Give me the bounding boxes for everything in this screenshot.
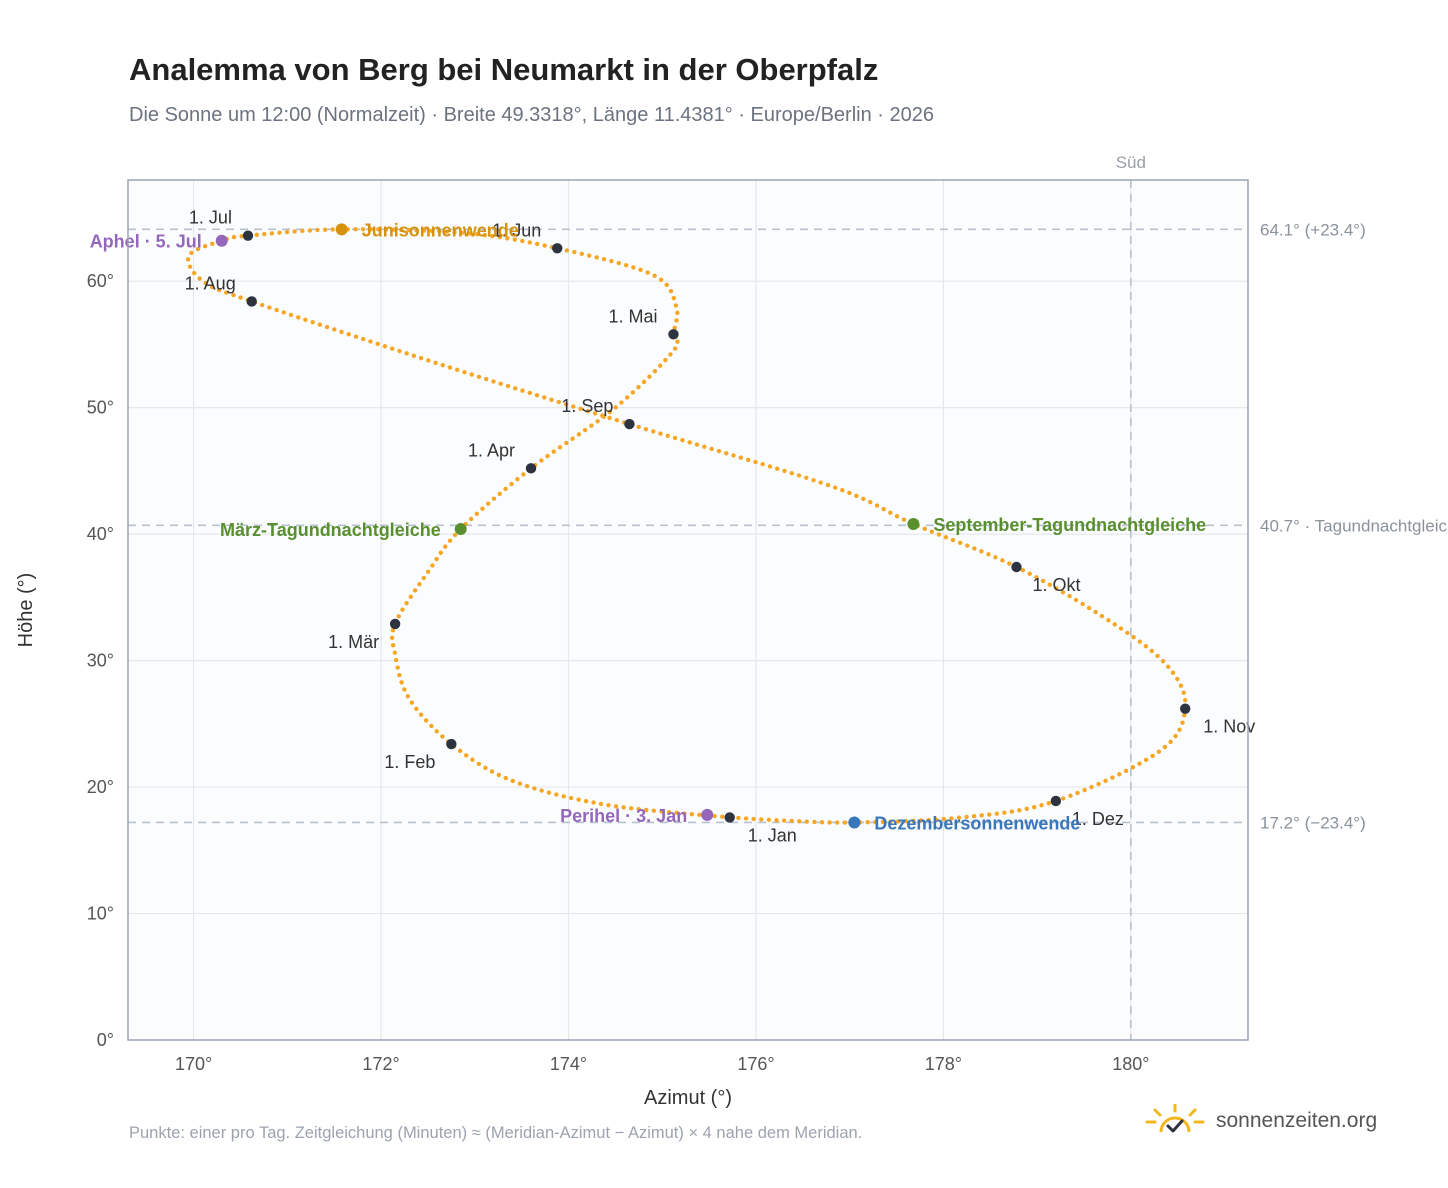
month-label: 1. Dez xyxy=(1072,809,1124,829)
event-marker xyxy=(335,223,348,236)
brand[interactable]: sonnenzeiten.org xyxy=(1144,1104,1377,1138)
month-marker xyxy=(246,296,257,307)
event-marker xyxy=(454,523,467,536)
x-tick-label: 180° xyxy=(1112,1054,1149,1074)
x-axis-label: Azimut (°) xyxy=(644,1087,732,1109)
reference-line-label: 40.7° · Tagundnachtgleiche xyxy=(1260,516,1448,535)
month-label: 1. Okt xyxy=(1033,575,1081,595)
month-label: 1. Nov xyxy=(1203,717,1255,737)
month-marker xyxy=(1011,561,1022,573)
x-tick-label: 172° xyxy=(362,1054,399,1074)
footnote: Punkte: einer pro Tag. Zeitgleichung (Mi… xyxy=(129,1124,863,1142)
month-markers: 1. Jan 1. Feb 1. Mär 1. Apr 1. Mai 1. Jun 1. J… xyxy=(185,208,1256,846)
event-label: Aphel · 5. Jul xyxy=(90,232,202,252)
month-marker xyxy=(446,738,457,750)
month-label: 1. Mai xyxy=(608,306,657,326)
event-label: Dezembersonnenwende xyxy=(874,813,1080,833)
y-tick-label: 60° xyxy=(87,271,114,291)
month-label: 1. Jun xyxy=(492,220,541,240)
month-label: 1. Mär xyxy=(328,632,379,652)
month-label: 1. Apr xyxy=(468,440,515,460)
month-label: 1. Jul xyxy=(189,208,232,228)
month-marker xyxy=(624,418,635,430)
sun-check-icon xyxy=(1145,1104,1205,1133)
south-label: Süd xyxy=(1116,153,1146,172)
month-label: 1. Sep xyxy=(561,396,613,416)
month-marker xyxy=(1050,795,1062,807)
reference-lines: Süd 64.1° (+23.4°) 40.7° · Tagundnachtglei… xyxy=(128,153,1448,1040)
month-label: 1. Aug xyxy=(185,273,236,293)
event-markers: Junisonnenwende März-Tagundnachtgleiche Se… xyxy=(90,220,1206,833)
y-tick-label: 30° xyxy=(87,651,114,671)
y-tick-label: 20° xyxy=(87,777,114,797)
event-label: Perihel · 3. Jan xyxy=(560,806,687,826)
event-marker xyxy=(701,808,714,821)
x-tick-label: 174° xyxy=(550,1054,587,1074)
y-tick-label: 40° xyxy=(87,524,114,544)
y-tick-label: 50° xyxy=(87,398,114,418)
month-marker xyxy=(242,230,254,241)
month-marker xyxy=(724,812,735,823)
reference-line-label: 17.2° (−23.4°) xyxy=(1260,813,1366,832)
month-marker xyxy=(1180,703,1191,714)
chart-title: Analemma von Berg bei Neumarkt in der Ob… xyxy=(129,52,879,87)
brand-name: sonnenzeiten.org xyxy=(1216,1109,1378,1132)
event-marker xyxy=(848,816,861,829)
y-tick-label: 0° xyxy=(97,1030,114,1050)
plot-background xyxy=(128,180,1248,1040)
x-tick-label: 178° xyxy=(925,1054,962,1074)
event-marker xyxy=(907,518,920,530)
x-tick-label: 176° xyxy=(737,1054,774,1074)
y-axis-label: Höhe (°) xyxy=(15,573,37,648)
event-label: März-Tagundnachtgleiche xyxy=(220,520,441,540)
month-marker xyxy=(389,618,401,630)
month-label: 1. Jan xyxy=(748,825,797,845)
month-marker xyxy=(668,329,679,340)
y-tick-label: 10° xyxy=(87,904,114,924)
event-label: September-Tagundnachtgleiche xyxy=(933,515,1206,535)
month-marker xyxy=(525,463,537,474)
reference-line-label: 64.1° (+23.4°) xyxy=(1260,220,1366,239)
event-label: Junisonnenwende xyxy=(362,220,519,240)
axes: 170° 172° 174° 176° 178° 180° 0° 10° 20° 30° 40° 50… xyxy=(87,271,1150,1074)
event-marker xyxy=(215,234,228,247)
month-label: 1. Feb xyxy=(384,752,435,772)
plot-frame xyxy=(127,179,1249,1041)
month-marker xyxy=(552,243,563,254)
x-tick-label: 170° xyxy=(175,1054,212,1074)
chart-subtitle: Die Sonne um 12:00 (Normalzeit) · Breite… xyxy=(129,104,934,126)
